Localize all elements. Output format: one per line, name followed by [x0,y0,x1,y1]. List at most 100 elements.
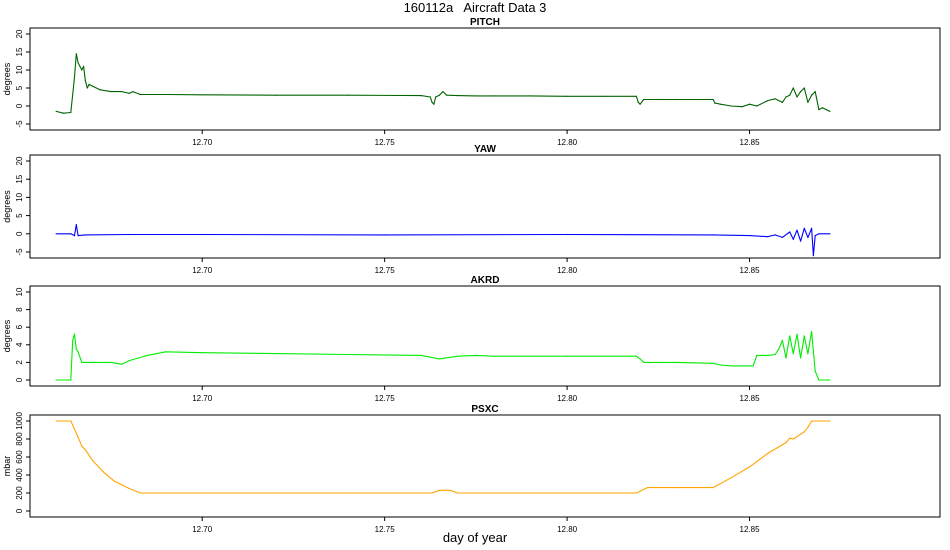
data-point [114,480,116,482]
data-point [785,357,787,359]
data-point [446,489,448,491]
x-tick-label: 12.80 [557,525,578,534]
data-point [749,235,751,237]
data-point [88,83,90,85]
data-point [676,98,678,101]
data-point [712,487,714,489]
panel-frame [29,414,941,518]
data-point [429,96,431,98]
data-point [635,355,638,357]
data-point [796,333,798,335]
data-point [749,365,751,367]
y-tick-label: 6 [15,324,24,329]
data-point [77,62,79,64]
x-tick-label: 12.85 [740,525,761,534]
x-tick-label: 12.70 [192,525,213,534]
y-tick-label: 0 [15,508,24,513]
y-tick-label: 10 [15,287,24,296]
data-point [803,335,805,337]
x-tick-label: 12.70 [192,394,213,403]
y-axis-label: degrees [2,319,12,352]
data-point [814,91,816,93]
data-point [646,487,649,489]
data-point [781,339,784,341]
data-point [139,492,141,494]
data-point [767,100,769,102]
data-point [475,95,477,97]
panel-frame [29,285,941,387]
data-point [749,103,751,105]
data-point [719,364,722,366]
data-point [73,333,76,335]
data-point [792,438,794,440]
data-point [99,89,101,91]
data-point [789,437,791,439]
data-point [530,95,532,97]
y-tick-label: 8 [15,307,24,312]
data-point [603,492,605,494]
y-tick-label: 400 [15,468,24,482]
y-tick-label: 1000 [15,412,24,430]
x-tick-label: 12.80 [557,138,578,147]
data-point [201,94,203,96]
data-point [792,238,794,240]
data-point [807,101,809,103]
data-point [55,379,57,381]
x-axis-title: day of year [442,530,508,545]
panel-frame [29,27,941,131]
data-point [420,95,422,97]
data-point [347,94,349,96]
data-point [493,355,495,357]
data-point [431,101,433,103]
data-point [781,236,784,238]
y-tick-label: 800 [15,432,24,446]
data-point [814,370,816,372]
data-point [420,492,422,494]
data-point [781,101,784,103]
data-point [128,487,130,490]
panel-title: AKRD [471,275,500,286]
data-point [201,352,203,354]
data-point [657,98,659,101]
data-point [749,466,751,468]
data-point [807,236,809,238]
data-point [712,234,714,236]
data-point [81,361,83,363]
y-tick-label: 4 [15,342,24,347]
data-point [165,351,167,353]
data-point [818,233,820,235]
data-point [433,103,435,105]
x-tick-label: 12.70 [192,266,213,275]
data-point [756,105,758,107]
data-point [829,233,831,235]
data-point [77,351,79,353]
data-point [75,348,77,350]
data-point [55,420,57,422]
data-point [792,353,794,355]
series-line-psxc [56,420,830,494]
data-point [635,95,638,97]
panel-frame [29,154,941,259]
data-point [803,87,805,89]
data-point [796,96,798,98]
data-point [639,358,641,360]
data-point [438,94,440,96]
data-point [128,233,130,236]
data-point [55,233,57,235]
y-tick-label: 2 [15,360,24,365]
data-point [821,379,824,381]
series-line-pitch [56,53,831,114]
data-point [566,233,568,236]
y-tick-label: 5 [15,85,24,90]
data-point [712,98,714,101]
data-point [442,91,444,93]
data-point [165,93,167,96]
panel-title: PITCH [470,17,500,28]
x-tick-label: 12.75 [375,138,396,147]
data-point [774,234,776,236]
data-point [825,109,827,111]
data-point [796,229,798,231]
data-point [712,362,714,364]
data-point [829,420,831,422]
y-tick-label: 15 [15,174,24,183]
